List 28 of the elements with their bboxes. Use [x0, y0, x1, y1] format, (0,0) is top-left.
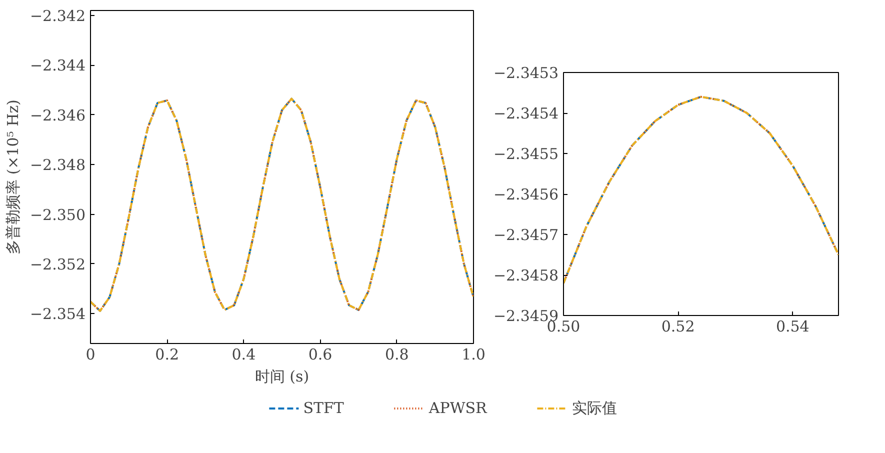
legend-label: STFT	[303, 399, 344, 417]
y-tick-label: −2.354	[30, 305, 86, 324]
x-tick-label: 0.2	[155, 346, 180, 364]
y-tick-label: −2.352	[30, 255, 86, 274]
legend-label: APWSR	[428, 399, 487, 417]
y-tick-label: −2.3456	[493, 186, 559, 204]
y-tick-label: −2.3457	[493, 226, 559, 244]
y-tick-label: −2.350	[30, 206, 86, 224]
x-tick-label: 0.8	[384, 346, 409, 364]
x-tick-label: 0.54	[776, 318, 810, 336]
y-tick-label: −2.344	[30, 56, 86, 75]
y-tick-label: −2.3453	[493, 64, 559, 82]
legend-label: 实际值	[572, 398, 617, 418]
x-tick-label: 0	[86, 346, 96, 364]
y-tick-label: −2.346	[30, 106, 86, 124]
x-tick-label: 0.4	[232, 346, 256, 364]
x-tick-label: 0.52	[661, 318, 695, 336]
y-tick-label: −2.348	[30, 156, 86, 174]
line-series	[90, 98, 474, 312]
y-tick-label: −2.3454	[493, 104, 559, 122]
x-tick-label: 1.0	[462, 346, 486, 364]
y-tick-label: −2.342	[30, 6, 86, 25]
y-tick-label: −2.3458	[493, 266, 559, 284]
x-tick-label: 0.6	[308, 346, 332, 364]
x-axis-title: 时间 (s)	[254, 368, 310, 386]
y-tick-label: −2.3455	[493, 145, 559, 163]
line-series	[564, 96, 838, 284]
y-axis-title: 多普勒频率 (×10⁵ Hz)	[4, 100, 22, 254]
